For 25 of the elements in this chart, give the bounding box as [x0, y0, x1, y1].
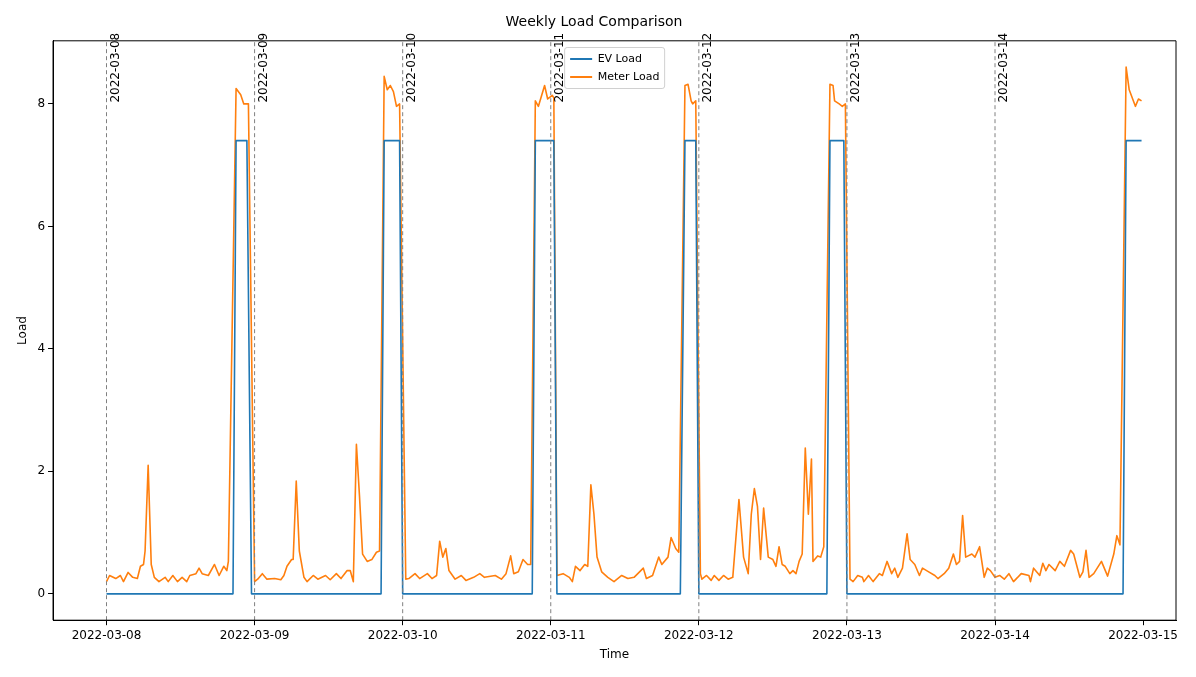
x-tick-label: 2022-03-13	[812, 627, 882, 642]
chart-title: Weekly Load Comparison	[505, 13, 683, 30]
x-tick-label: 2022-03-09	[219, 627, 290, 642]
y-axis-title: Load	[15, 316, 30, 345]
legend-label: EV Load	[597, 50, 643, 67]
legend-label: Meter Load	[597, 68, 660, 85]
x-tick-label: 2022-03-15	[1108, 627, 1178, 642]
y-tick-label: 6	[37, 218, 46, 233]
ref-line-label: 2022-03-12	[699, 32, 714, 103]
y-tick-label: 0	[37, 585, 46, 600]
ref-line-label: 2022-03-14	[996, 32, 1011, 103]
x-tick-label: 2022-03-11	[515, 627, 586, 642]
x-tick-label: 2022-03-14	[960, 627, 1030, 642]
y-tick-label: 2	[37, 463, 46, 478]
ref-line-label: 2022-03-10	[403, 32, 418, 103]
y-tick-label: 8	[37, 96, 46, 111]
ref-line-label: 2022-03-08	[107, 32, 122, 103]
x-tick-label: 2022-03-12	[663, 627, 734, 642]
ref-line-label: 2022-03-13	[848, 32, 863, 103]
x-tick-label: 2022-03-10	[367, 627, 438, 642]
ref-line-label: 2022-03-09	[255, 32, 270, 103]
x-tick-label: 2022-03-08	[71, 627, 142, 642]
ref-line-label: 2022-03-11	[551, 32, 566, 103]
x-axis-title: Time	[598, 646, 630, 661]
y-tick-label: 4	[37, 341, 46, 355]
